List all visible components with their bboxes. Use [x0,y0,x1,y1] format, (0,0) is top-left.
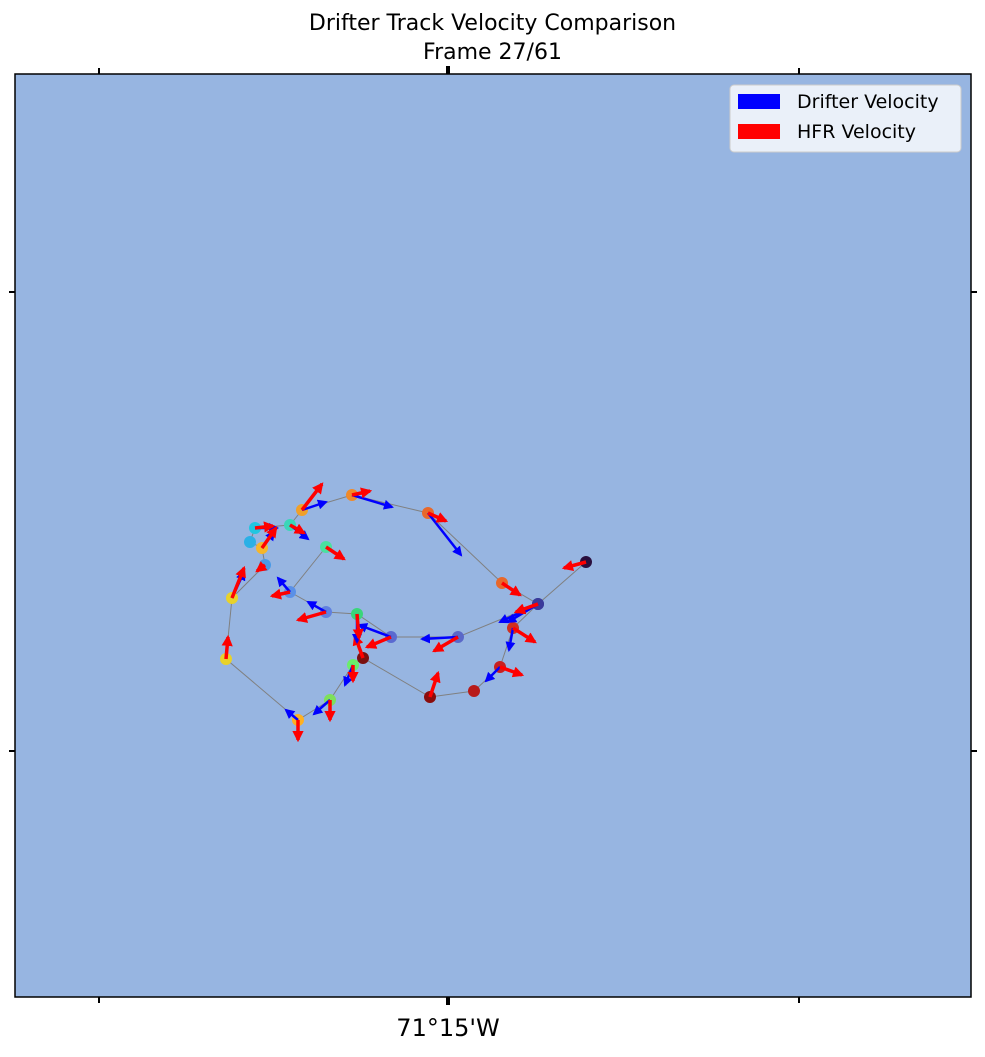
chart-subtitle: Frame 27/61 [423,40,562,65]
ocean-background [14,73,972,998]
drifter-velocity-arrow [351,493,394,510]
drifter-velocity-arrow [420,633,459,644]
hfr-velocity-arrow [260,526,278,550]
drifter-velocity-arrow [306,600,327,614]
hfr-velocity-arrow [255,561,268,573]
hfr-velocity-arrow [513,602,539,615]
drifter-track [220,482,592,743]
hfr-velocity-arrow [427,511,449,523]
drifter-velocity-arrow [427,512,463,557]
hfr-velocity-arrow [295,610,327,623]
drifter-velocity-arrow [357,623,392,639]
y-ticks [9,291,977,752]
x-tick-label: 71°15'W [396,1014,499,1042]
hfr-velocity-arrow [561,560,587,572]
hfr-velocity-arrow [351,487,373,499]
drifter-velocity-arrow [284,708,299,721]
hfr-velocity-arrow [325,545,346,561]
hfr-velocity-arrow [352,613,364,641]
hfr-velocity-arrow [269,588,291,600]
hfr-velocity-arrow [432,635,459,653]
x-ticks [98,66,800,1005]
legend-swatch-hfr [738,124,780,139]
drifter-velocity-arrow [301,499,328,512]
hfr-velocity-arrow [501,581,522,597]
hfr-velocity-arrow [428,670,441,698]
drifter-velocity-arrow [312,699,331,716]
drifter-velocity-arrow [484,666,501,683]
drifter-velocity-arrow [276,576,291,593]
hfr-velocity-arrow [512,626,537,644]
hfr-velocity-arrow [230,565,246,599]
track-point [244,536,256,548]
hfr-velocity-arrow [289,523,306,535]
legend-swatch-drifter [738,94,780,109]
track-point [468,685,480,697]
hfr-velocity-arrow [499,665,525,678]
legend-label-drifter: Drifter Velocity [797,91,939,113]
hfr-velocity-arrow [300,482,324,512]
legend-box [729,84,962,153]
hfr-velocity-arrow [254,521,276,533]
chart-title: Drifter Track Velocity Comparison [308,11,677,36]
hfr-velocity-arrow [364,635,392,649]
drifter-velocity-arrow [505,627,516,652]
legend-label-hfr: HFR Velocity [797,121,916,143]
legend: Drifter Velocity HFR Velocity [729,84,962,153]
hfr-velocity-arrow [221,634,233,660]
